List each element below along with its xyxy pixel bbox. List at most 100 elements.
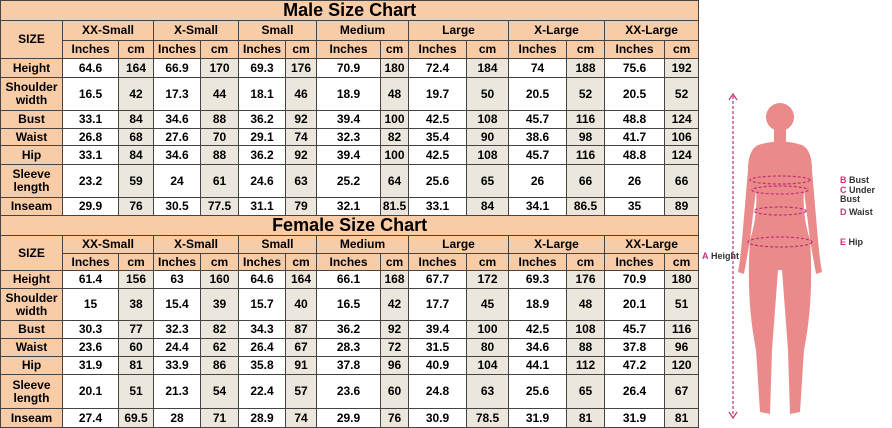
- cell: 180: [663, 270, 700, 289]
- cell: 39.4: [408, 320, 467, 339]
- cell: 63: [153, 270, 201, 289]
- unit-label: Inches: [153, 40, 201, 59]
- size-label: SIZE: [0, 235, 63, 271]
- cell: 106: [663, 128, 700, 146]
- cell: 63: [466, 374, 509, 409]
- cell: 39.4: [316, 110, 381, 129]
- cell: 32.1: [316, 197, 381, 216]
- cell: 29.9: [316, 408, 381, 428]
- cell: 63: [285, 164, 317, 198]
- data-row: Shoulder width 15 38 15.4 39 15.7 40 16.5 42 17.7…: [0, 288, 700, 321]
- size-name: Large: [408, 235, 509, 254]
- cell: 77.5: [200, 197, 239, 216]
- cell: 42.5: [408, 145, 467, 165]
- unit-label: Inches: [408, 40, 467, 59]
- cell: 70: [200, 128, 239, 146]
- cell: 48: [566, 288, 605, 321]
- cell: 52: [663, 77, 700, 111]
- cell: 18.9: [316, 77, 381, 111]
- cell: 64: [380, 164, 409, 198]
- size-name: X-Small: [153, 20, 239, 41]
- cell: 33.9: [153, 356, 201, 375]
- size-row: SIZE XX-Small X-Small Small Medium Large X-Lar…: [0, 20, 700, 59]
- unit-label: Inches: [238, 40, 286, 59]
- unit-label: cm: [566, 253, 605, 271]
- cell: 22.4: [238, 374, 286, 409]
- cell: 96: [663, 338, 700, 357]
- unit-label: cm: [380, 253, 409, 271]
- size-name: XX-Large: [603, 20, 700, 41]
- unit-label: Inches: [62, 253, 119, 271]
- data-row: Shoulder width 16.5 42 17.3 44 18.1 46 18.9 48 19…: [0, 77, 700, 111]
- unit-label: cm: [663, 253, 700, 271]
- label-letter: D: [840, 207, 847, 217]
- cell: 25.6: [508, 374, 567, 409]
- data-row: Height 64.6 164 66.9 170 69.3 176 70.9 180 72.4 18…: [0, 58, 700, 78]
- cell: 42.5: [408, 110, 467, 129]
- row-label: Hip: [0, 145, 63, 165]
- cell: 26.4: [604, 374, 665, 409]
- size-name: X-Large: [508, 20, 605, 41]
- table-title: Male Size Chart: [0, 0, 700, 21]
- label-letter: C: [840, 185, 847, 195]
- cell: 33.1: [408, 197, 467, 216]
- cell: 18.9: [508, 288, 567, 321]
- cell: 24.4: [153, 338, 201, 357]
- cell: 61: [200, 164, 239, 198]
- cell: 33.1: [62, 110, 119, 129]
- cell: 31.9: [604, 408, 665, 428]
- cell: 30.3: [62, 320, 119, 339]
- cell: 66: [566, 164, 605, 198]
- cell: 45.7: [508, 110, 567, 129]
- cell: 59: [118, 164, 154, 198]
- unit-label: cm: [200, 253, 239, 271]
- size-name: X-Large: [508, 235, 605, 254]
- cell: 91: [285, 356, 317, 375]
- unit-row: Inches cm Inches cm Inches cm Inches cm Inches cm…: [1, 253, 700, 271]
- unit-row: Inches cm Inches cm Inches cm Inches cm Inches cm…: [1, 40, 700, 59]
- cell: 27.6: [153, 128, 201, 146]
- cell: 79: [285, 197, 317, 216]
- cell: 27.4: [62, 408, 119, 428]
- cell: 116: [566, 110, 605, 129]
- data-row: Hip 33.1 84 34.6 88 36.2 92 39.4 100 42.5 108 45.7 1…: [0, 145, 700, 165]
- cell: 54: [200, 374, 239, 409]
- cell: 24: [153, 164, 201, 198]
- cell: 168: [380, 270, 409, 289]
- cell: 39.4: [316, 145, 381, 165]
- unit-label: cm: [118, 40, 154, 59]
- cell: 96: [380, 356, 409, 375]
- cell: 26: [604, 164, 665, 198]
- cell: 37.8: [604, 338, 665, 357]
- cell: 45.7: [604, 320, 665, 339]
- data-row: Height 61.4 156 63 160 64.6 164 66.1 168 67.7 172 6…: [0, 270, 700, 289]
- cell: 84: [466, 197, 509, 216]
- table-title: Female Size Chart: [0, 215, 700, 236]
- cell: 36.2: [238, 110, 286, 129]
- cell: 35.4: [408, 128, 467, 146]
- cell: 39: [200, 288, 239, 321]
- cell: 20.5: [604, 77, 665, 111]
- row-label: Bust: [0, 320, 63, 339]
- cell: 38.6: [508, 128, 567, 146]
- cell: 89: [663, 197, 700, 216]
- cell: 86.5: [566, 197, 605, 216]
- cell: 44.1: [508, 356, 567, 375]
- cell: 84: [118, 145, 154, 165]
- cell: 16.5: [316, 288, 381, 321]
- size-table: Male Size Chart SIZE XX-Small X-Small Small M…: [0, 0, 700, 216]
- cell: 92: [285, 110, 317, 129]
- cell: 23.6: [316, 374, 381, 409]
- row-label: Waist: [0, 338, 63, 357]
- size-name: Large: [408, 20, 509, 41]
- cell: 38: [118, 288, 154, 321]
- cell: 15.7: [238, 288, 286, 321]
- cell: 60: [118, 338, 154, 357]
- cell: 61.4: [62, 270, 119, 289]
- cell: 17.3: [153, 77, 201, 111]
- cell: 76: [118, 197, 154, 216]
- cell: 28.3: [316, 338, 381, 357]
- row-label: Waist: [0, 128, 63, 146]
- cell: 81: [663, 408, 700, 428]
